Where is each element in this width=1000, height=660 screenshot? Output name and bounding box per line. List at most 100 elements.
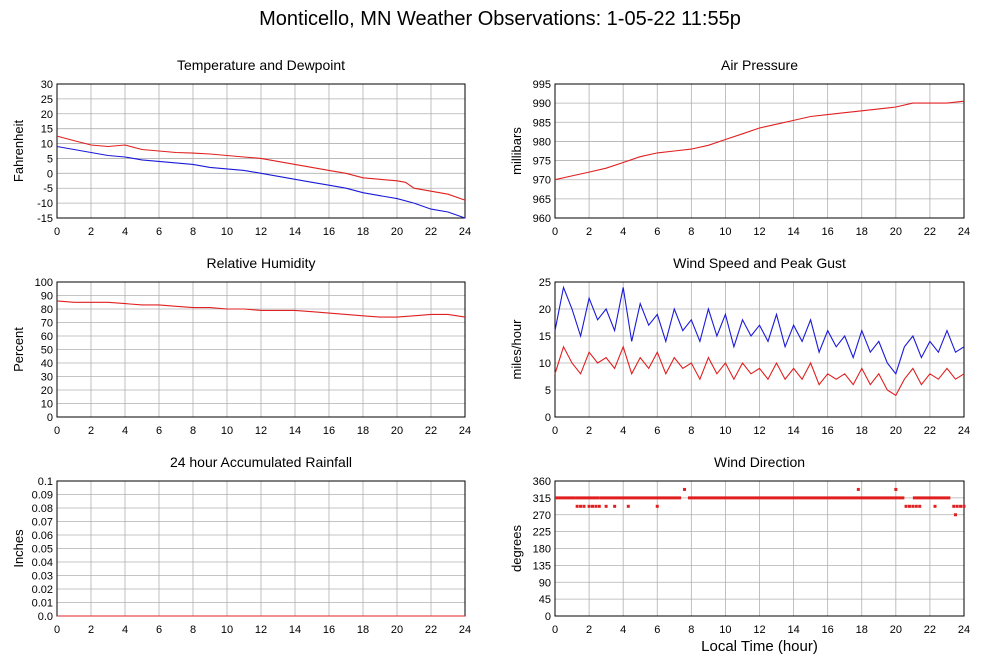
rain-xtick-label: 8 — [190, 624, 196, 636]
direction-ytick-label: 90 — [539, 577, 551, 589]
direction-xtick-label: 12 — [753, 624, 765, 636]
wind-xtick-label: 14 — [787, 425, 799, 437]
wind-ylabel: miles/hour — [509, 319, 524, 380]
direction-xtick-label: 0 — [552, 624, 558, 636]
direction-direction-point — [604, 504, 608, 508]
rain-ytick-label: 0.03 — [32, 571, 53, 583]
direction-title: Wind Direction — [714, 454, 805, 470]
rain-xtick-label: 12 — [255, 624, 267, 636]
temp-xtick-label: 16 — [323, 226, 335, 238]
humidity-ytick-label: 20 — [41, 385, 53, 397]
direction-xtick-label: 18 — [856, 624, 868, 636]
direction-direction-point — [597, 504, 601, 508]
direction-ytick-label: 180 — [533, 544, 551, 556]
direction-frame — [554, 480, 965, 617]
direction-xtick-label: 22 — [924, 624, 936, 636]
temp-xtick-label: 10 — [221, 226, 233, 238]
direction-direction-point — [856, 487, 860, 491]
temp-series-0-line — [56, 135, 466, 201]
direction-ytick-label: 45 — [539, 594, 551, 606]
direction-direction-point — [626, 504, 630, 508]
rain-ytick-label: 0.06 — [32, 530, 53, 542]
pressure-ytick-label: 970 — [533, 175, 551, 187]
humidity-xtick-label: 12 — [255, 425, 267, 437]
rain-ytick-label: 0.08 — [32, 503, 53, 515]
humidity-xtick-label: 10 — [221, 425, 233, 437]
temp-xtick-label: 4 — [122, 226, 128, 238]
wind-ytick-label: 5 — [545, 385, 551, 397]
wind-xtick-label: 4 — [620, 425, 626, 437]
pressure-xtick-label: 12 — [753, 226, 765, 238]
wind-xtick-label: 6 — [654, 425, 660, 437]
direction-xtick-label: 10 — [719, 624, 731, 636]
wind-ytick-label: 10 — [539, 358, 551, 370]
direction-ytick-label: 225 — [533, 527, 551, 539]
wind-series-1-line — [554, 345, 965, 397]
temp-xtick-label: 22 — [425, 226, 437, 238]
pressure-xtick-label: 22 — [924, 226, 936, 238]
direction-xtick-label: 16 — [822, 624, 834, 636]
temp-ytick-label: 25 — [41, 94, 53, 106]
pressure-xtick-label: 20 — [890, 226, 902, 238]
pressure-frame — [554, 83, 965, 219]
direction-direction-point — [959, 504, 963, 508]
humidity-title: Relative Humidity — [207, 255, 316, 271]
rain-ytick-label: 0.1 — [38, 476, 53, 488]
pressure-ytick-label: 980 — [533, 136, 551, 148]
temp-ytick-label: 0 — [47, 168, 53, 180]
wind-xtick-label: 0 — [552, 425, 558, 437]
direction-direction-point — [683, 487, 687, 491]
rain-xtick-label: 2 — [88, 624, 94, 636]
temp-frame — [56, 83, 466, 219]
rain-chart: 24 hour Accumulated Rainfall0.00.010.020… — [11, 454, 471, 636]
humidity-xtick-label: 4 — [122, 425, 128, 437]
rain-xtick-label: 6 — [156, 624, 162, 636]
pressure-xtick-label: 24 — [958, 226, 970, 238]
wind-xtick-label: 10 — [719, 425, 731, 437]
page-title: Monticello, MN Weather Observations: 1-0… — [259, 8, 741, 30]
direction-direction-point — [587, 504, 591, 508]
pressure-xtick-label: 10 — [719, 226, 731, 238]
temp-ytick-label: 10 — [41, 139, 53, 151]
rain-ytick-label: 0.02 — [32, 584, 53, 596]
direction-xtick-label: 20 — [890, 624, 902, 636]
pressure-xtick-label: 6 — [654, 226, 660, 238]
direction-xlabel: Local Time (hour) — [701, 638, 818, 655]
pressure-ylabel: millibars — [509, 127, 524, 175]
direction-ytick-label: 135 — [533, 560, 551, 572]
direction-direction-point — [955, 504, 959, 508]
pressure-ytick-label: 985 — [533, 117, 551, 129]
direction-direction-point — [894, 487, 898, 491]
wind-ytick-label: 15 — [539, 331, 551, 343]
rain-xtick-label: 0 — [54, 624, 60, 636]
direction-ytick-label: 270 — [533, 510, 551, 522]
humidity-series-0-line — [56, 300, 466, 318]
humidity-xtick-label: 22 — [425, 425, 437, 437]
temp-ytick-label: -5 — [43, 183, 53, 195]
humidity-ytick-label: 60 — [41, 331, 53, 343]
wind-xtick-label: 24 — [958, 425, 970, 437]
pressure-xtick-label: 18 — [856, 226, 868, 238]
direction-xtick-label: 24 — [958, 624, 970, 636]
wind-series-0-line — [554, 285, 965, 375]
rain-ytick-label: 0.0 — [38, 611, 53, 623]
humidity-ytick-label: 70 — [41, 318, 53, 330]
pressure-title: Air Pressure — [721, 57, 798, 73]
rain-xtick-label: 10 — [221, 624, 233, 636]
humidity-ytick-label: 10 — [41, 399, 53, 411]
humidity-xtick-label: 24 — [459, 425, 471, 437]
temp-xtick-label: 24 — [459, 226, 471, 238]
temp-ytick-label: -10 — [37, 198, 53, 210]
humidity-xtick-label: 20 — [391, 425, 403, 437]
humidity-ylabel: Percent — [11, 327, 26, 372]
humidity-chart: Relative Humidity01020304050607080901000… — [11, 255, 471, 437]
rain-xtick-label: 18 — [357, 624, 369, 636]
temp-xtick-label: 0 — [54, 226, 60, 238]
direction-direction-point — [590, 504, 594, 508]
rain-xtick-label: 14 — [289, 624, 301, 636]
humidity-ytick-label: 0 — [47, 412, 53, 424]
pressure-ytick-label: 960 — [533, 213, 551, 225]
wind-xtick-label: 16 — [822, 425, 834, 437]
